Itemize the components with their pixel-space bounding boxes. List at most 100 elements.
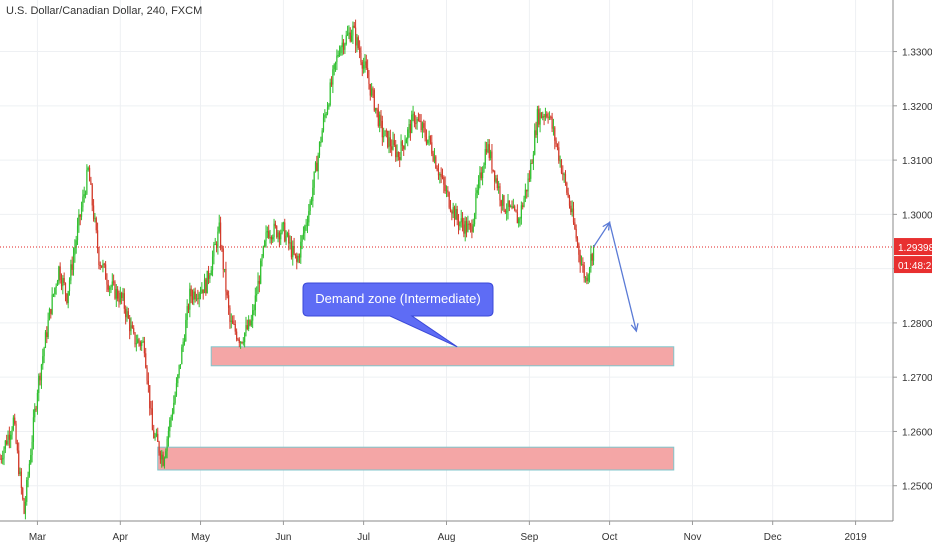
candle-body bbox=[431, 142, 433, 154]
candle-body bbox=[265, 232, 267, 241]
candle-body bbox=[468, 223, 470, 225]
candle-body bbox=[177, 374, 179, 384]
candle-body bbox=[363, 64, 365, 69]
candle-body bbox=[465, 221, 468, 232]
candle-body bbox=[240, 341, 242, 343]
candle-body bbox=[349, 32, 351, 42]
candle-body bbox=[301, 236, 303, 242]
candle-body bbox=[424, 127, 426, 138]
candle-body bbox=[254, 295, 256, 311]
candle-body bbox=[206, 270, 208, 294]
candle-body bbox=[391, 146, 393, 150]
candle-body bbox=[369, 83, 371, 96]
candle-body bbox=[241, 341, 243, 343]
candle-body bbox=[296, 255, 298, 262]
candle-body bbox=[476, 190, 478, 194]
candle-body bbox=[139, 342, 141, 346]
candle-body bbox=[539, 112, 541, 125]
candle-body bbox=[173, 402, 175, 414]
candle-body bbox=[219, 222, 222, 248]
candle-body bbox=[568, 197, 571, 206]
candle-body bbox=[52, 294, 55, 296]
candle-body bbox=[455, 209, 457, 220]
candle-body bbox=[153, 430, 155, 439]
candle-body bbox=[230, 320, 232, 322]
demand-zone-callout[interactable]: Demand zone (Intermediate) bbox=[302, 282, 494, 348]
candle-body bbox=[133, 328, 135, 333]
candle-body bbox=[83, 194, 85, 197]
candle-body bbox=[0, 458, 1, 460]
candle-body bbox=[373, 90, 375, 111]
candle-body bbox=[211, 256, 214, 271]
candle-body bbox=[419, 120, 421, 122]
candle-body bbox=[404, 143, 406, 149]
candle-body bbox=[8, 434, 10, 440]
candle-body bbox=[142, 341, 144, 343]
candle-body bbox=[322, 117, 325, 131]
candle-body bbox=[408, 123, 410, 130]
candle-body bbox=[157, 433, 159, 442]
candle-body bbox=[24, 501, 26, 514]
candle-body bbox=[162, 454, 164, 466]
candle-body bbox=[43, 347, 45, 357]
candle-body bbox=[225, 268, 227, 292]
callout-bubble[interactable] bbox=[302, 282, 494, 348]
candle-body bbox=[427, 139, 429, 144]
candle-body bbox=[499, 186, 501, 201]
candle-body bbox=[555, 140, 557, 144]
candle-body bbox=[544, 114, 547, 118]
candle-body bbox=[56, 281, 59, 286]
time-axis[interactable]: Mar Apr May Jun Jul Aug Sep Oct Nov Dec 2019 bbox=[29, 521, 867, 543]
candle-body bbox=[511, 206, 513, 209]
candle-body bbox=[377, 109, 379, 126]
candle-body bbox=[32, 417, 35, 442]
demand-zones[interactable] bbox=[157, 346, 675, 471]
time-tick-label: 2019 bbox=[844, 532, 867, 543]
candle-body bbox=[22, 488, 24, 499]
candle-body bbox=[492, 169, 494, 171]
candle-body bbox=[522, 205, 524, 207]
candle-body bbox=[284, 222, 286, 242]
candle-body bbox=[145, 353, 147, 368]
candle-body bbox=[134, 332, 136, 345]
candle-body bbox=[165, 451, 167, 458]
candle-body bbox=[269, 237, 271, 239]
candle-body bbox=[19, 471, 21, 475]
candle-body bbox=[266, 231, 268, 233]
candle-body bbox=[413, 113, 416, 123]
candle-body bbox=[74, 247, 76, 256]
candle-body bbox=[253, 310, 255, 312]
candle-body bbox=[477, 179, 480, 191]
candle-body bbox=[405, 139, 407, 144]
candle-body bbox=[302, 233, 305, 237]
candle-body bbox=[583, 265, 585, 278]
candle-body bbox=[456, 209, 458, 221]
candle-body bbox=[383, 136, 385, 138]
candle-body bbox=[121, 292, 123, 299]
candle-body bbox=[92, 205, 95, 220]
candle-body bbox=[39, 375, 41, 381]
candle-body bbox=[190, 288, 192, 297]
candle-body bbox=[360, 52, 362, 63]
candle-body bbox=[298, 256, 301, 258]
candle-body bbox=[528, 178, 530, 180]
candle-body bbox=[548, 116, 551, 118]
candle-body bbox=[222, 248, 224, 270]
price-tick-label: 1.25000 bbox=[902, 482, 932, 493]
candle-body bbox=[440, 173, 442, 177]
candle-body bbox=[443, 177, 445, 185]
candle-body bbox=[453, 207, 456, 220]
candle-body bbox=[342, 42, 345, 50]
candle-body bbox=[146, 367, 148, 381]
candle-body bbox=[371, 88, 373, 96]
candle-body bbox=[588, 267, 591, 275]
candle-body bbox=[244, 332, 246, 343]
projection-arrow[interactable] bbox=[593, 220, 639, 333]
candle-body bbox=[536, 109, 539, 135]
candle-body bbox=[46, 332, 48, 338]
candle-body bbox=[502, 195, 504, 206]
candle-body bbox=[23, 498, 25, 514]
candle-body bbox=[135, 343, 137, 345]
